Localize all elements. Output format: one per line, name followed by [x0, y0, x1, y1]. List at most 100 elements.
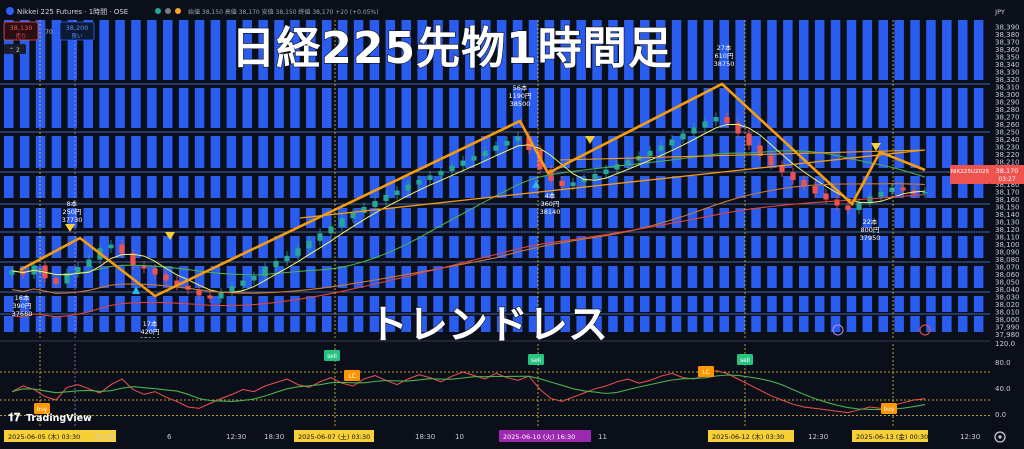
rsi-signal-label: sell: [740, 358, 750, 364]
blue-band-cell: [544, 296, 555, 312]
channel-line: [559, 149, 926, 161]
candle-body: [229, 285, 235, 293]
candle-body: [295, 248, 301, 256]
blue-band-cell: [449, 176, 459, 198]
indicator-toggle[interactable]: [4, 44, 26, 54]
blue-band-cell: [624, 266, 634, 288]
blue-band-cell: [671, 136, 682, 168]
flag-icon[interactable]: [165, 8, 171, 14]
blue-band-cell: [560, 176, 570, 198]
blue-band-cell: [735, 296, 745, 312]
blue-band-cell: [719, 20, 729, 80]
blue-band-cell: [369, 316, 380, 332]
candle-body: [856, 202, 862, 210]
gear-icon[interactable]: [994, 431, 1006, 443]
candle-body: [174, 280, 180, 286]
event-icon[interactable]: [919, 324, 931, 336]
blue-band-cell: [878, 20, 888, 80]
blue-band-cell: [67, 316, 78, 332]
blue-band-cell: [830, 208, 841, 228]
blue-band-cell: [306, 266, 316, 288]
blue-band-cell: [624, 88, 634, 128]
blue-band-cell: [67, 176, 78, 198]
blue-band-cell: [926, 208, 936, 228]
time-tick-label: 2025-06-05 (木) 03:30: [8, 432, 80, 441]
event-icon[interactable]: [832, 324, 844, 336]
blue-band-cell: [401, 296, 411, 312]
trend-annotation: 390円: [13, 302, 32, 310]
symbol-badge-label: NIK225U2025: [951, 169, 990, 175]
blue-band-cell: [4, 266, 14, 288]
blue-band-cell: [544, 316, 555, 332]
blue-band-cell: [147, 236, 157, 258]
blue-band-cell: [322, 208, 332, 228]
blue-band-cell: [528, 20, 539, 80]
buy-button[interactable]: [59, 21, 95, 41]
symbol-title[interactable]: Nikkei 225 Futures · 1時間 · OSE: [17, 8, 128, 16]
blue-band-cell: [194, 208, 205, 228]
blue-band-cell: [51, 296, 62, 312]
blue-band-cell: [401, 236, 411, 258]
time-tick-label: 2025-06-13 (金) 00:30: [856, 432, 928, 441]
blue-band-cell: [465, 88, 475, 128]
price-axis[interactable]: 38,39038,38038,37038,36038,35038,34038,3…: [995, 24, 1020, 340]
rsi-axis-label: 40.0: [995, 385, 1011, 393]
blue-band-cell: [465, 208, 475, 228]
blue-band-cell: [115, 176, 125, 198]
blue-band-cell: [226, 20, 237, 80]
blue-band-cell: [465, 176, 475, 198]
candle-body: [504, 141, 510, 146]
candle-body: [240, 280, 246, 286]
blue-band-cell: [19, 236, 30, 258]
blue-band-cell: [194, 136, 205, 168]
price-tick-label: 38,270: [995, 114, 1020, 122]
blue-band-cell: [846, 20, 857, 80]
blue-band-cell: [131, 236, 141, 258]
ma-slow-line: [11, 183, 926, 294]
blue-band-cell: [624, 176, 634, 198]
blue-band-cell: [290, 296, 300, 312]
blue-band-cell: [147, 266, 157, 288]
blue-band-cell: [385, 316, 396, 332]
price-tick-label: 38,080: [995, 256, 1020, 264]
candle-body: [196, 289, 202, 296]
alert-icon[interactable]: [175, 8, 181, 14]
trend-annotation: 16本: [15, 293, 30, 302]
blue-band-cell: [4, 208, 14, 228]
blue-band-cell: [274, 136, 284, 168]
blue-band-cell: [51, 266, 62, 288]
blue-band-cell: [496, 316, 507, 332]
blue-band-cell: [576, 20, 586, 80]
pane-divider[interactable]: [0, 340, 990, 342]
blue-band-cell: [878, 316, 888, 332]
currency-label[interactable]: JPY: [994, 8, 1005, 16]
blue-band-cell: [290, 20, 300, 80]
blue-band-cell: [290, 88, 300, 128]
blue-band-cell: [592, 316, 602, 332]
blue-band-cell: [799, 236, 809, 258]
candle-body: [647, 150, 653, 157]
blue-band-cell: [735, 176, 745, 198]
blue-band-cell: [640, 296, 650, 312]
price-tick-label: 38,110: [995, 234, 1020, 242]
sell-button[interactable]: [3, 21, 39, 41]
blue-band-cell: [417, 88, 427, 128]
blue-band-cell: [163, 316, 173, 332]
candle-body: [702, 121, 708, 128]
blue-band-cell: [830, 316, 841, 332]
trend-annotation: 4本: [545, 191, 556, 200]
blue-band-cell: [576, 296, 586, 312]
candle-body: [460, 160, 466, 166]
blue-band-cell: [512, 176, 523, 198]
price-tick-label: 38,310: [995, 84, 1020, 92]
blue-band-cell: [719, 176, 729, 198]
blue-band-cell: [958, 236, 968, 258]
blue-band-cell: [147, 296, 157, 312]
blue-band-cell: [942, 176, 952, 198]
blue-band-cell: [608, 136, 618, 168]
price-tick-label: 38,210: [995, 159, 1020, 167]
time-axis[interactable]: 2025-06-05 (木) 03:30 10:30 6 12:30 18:30 2025…: [4, 430, 980, 442]
blue-band-cell: [528, 136, 539, 168]
blue-band-cell: [290, 208, 300, 228]
candle-body: [801, 180, 807, 186]
